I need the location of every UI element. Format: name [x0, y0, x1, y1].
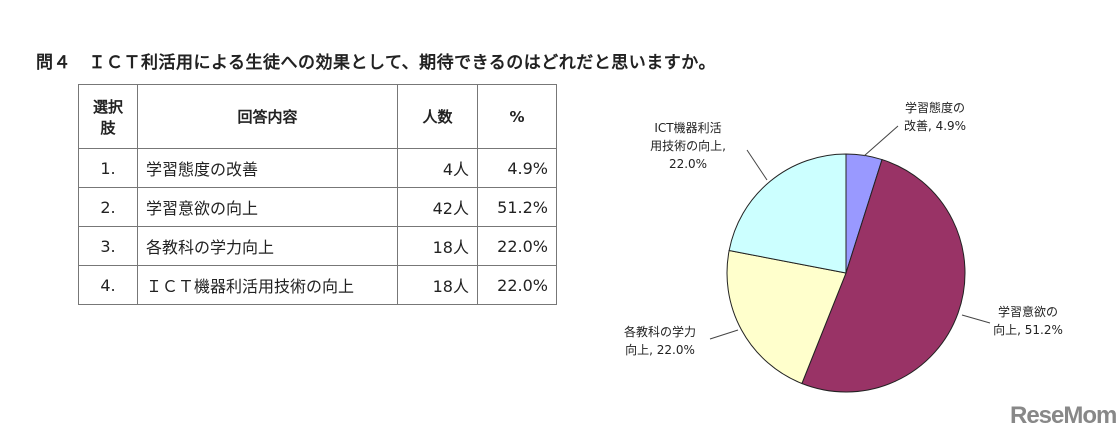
row-count: 18人: [397, 226, 478, 266]
row-no: 3.: [78, 226, 138, 266]
question-title: 問４ ＩＣＴ利活用による生徒への効果として、期待できるのはどれだと思いますか。: [36, 53, 716, 73]
data-label: 改善, 4.9%: [904, 118, 966, 133]
resemom-logo: ReseMom: [1010, 402, 1117, 429]
row-text: ＩＣＴ機器利活用技術の向上: [137, 265, 398, 305]
data-label: 向上, 51.2%: [993, 322, 1063, 337]
row-pct: 4.9%: [477, 148, 557, 188]
data-label: 向上, 22.0%: [625, 342, 695, 357]
pie-slice: [728, 153, 847, 274]
leader-line: [709, 329, 739, 340]
table-row: 4. ＩＣＴ機器利活用技術の向上 18人 22.0%: [78, 265, 557, 305]
row-text: 学習態度の改善: [137, 148, 398, 188]
pie-slice: [801, 158, 966, 393]
data-label: 学習態度の: [905, 100, 965, 115]
header-choice-text: 選択肢: [92, 97, 123, 137]
table-row: 2. 学習意欲の向上 42人 51.2%: [78, 187, 557, 227]
row-no: 1.: [78, 148, 138, 188]
data-label: 用技術の向上,: [650, 138, 726, 153]
data-label: ICT機器利活: [654, 120, 721, 135]
table-header: 選択肢 回答内容 人数 %: [78, 84, 557, 149]
row-pct: 22.0%: [477, 265, 557, 305]
header-percent: %: [477, 84, 557, 149]
row-no: 4.: [78, 265, 138, 305]
results-table: 選択肢 回答内容 人数 % 1. 学習態度の改善 4人 4.9% 2. 学習意欲の向上 4…: [78, 84, 557, 305]
row-text: 各教科の学力向上: [137, 226, 398, 266]
leader-line: [746, 149, 768, 181]
header-choice: 選択肢: [78, 84, 138, 149]
row-pct: 22.0%: [477, 226, 557, 266]
data-label: 22.0%: [669, 157, 707, 171]
leader-line: [961, 314, 991, 324]
pie-slice: [726, 249, 847, 385]
leader-line: [863, 125, 899, 157]
data-label: 各教科の学力: [624, 324, 696, 339]
row-count: 18人: [397, 265, 478, 305]
header-count: 人数: [397, 84, 478, 149]
data-label: 学習意欲の: [998, 304, 1058, 319]
table-row: 3. 各教科の学力向上 18人 22.0%: [78, 226, 557, 266]
row-count: 4人: [397, 148, 478, 188]
table-row: 1. 学習態度の改善 4人 4.9%: [78, 148, 557, 188]
row-text: 学習意欲の向上: [137, 187, 398, 227]
